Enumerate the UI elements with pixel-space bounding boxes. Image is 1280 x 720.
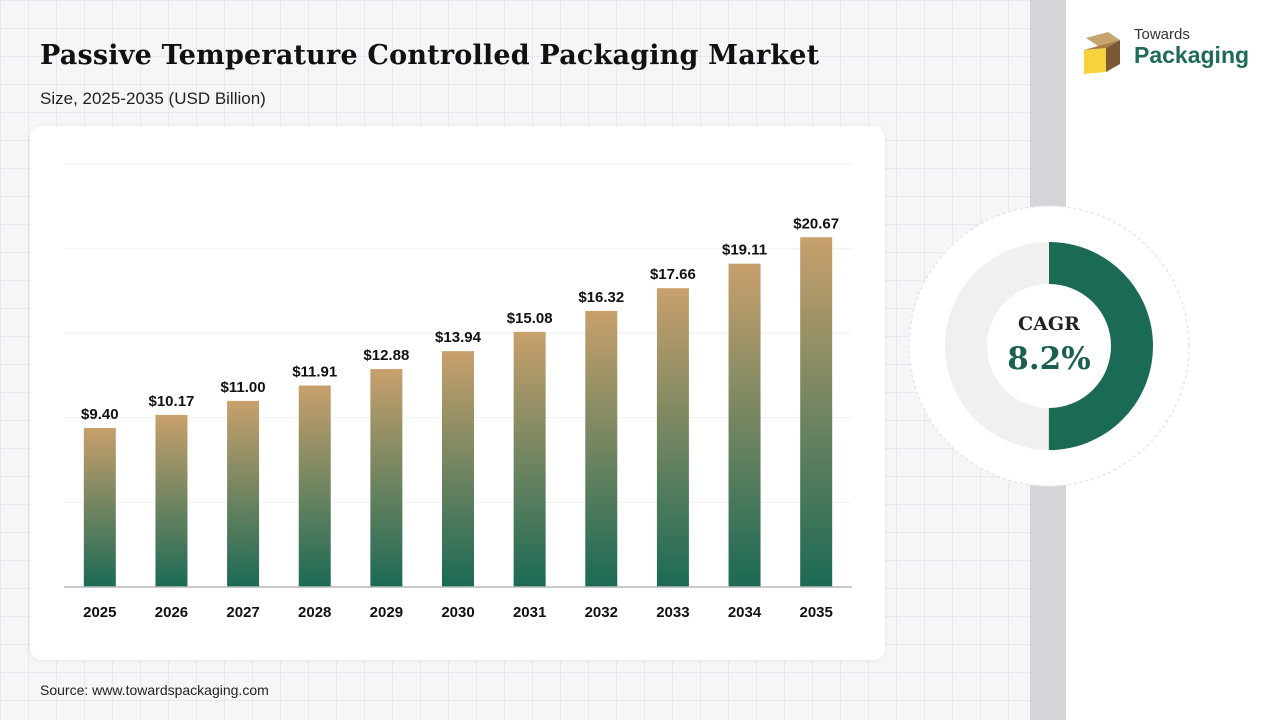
bar-2033	[656, 288, 689, 587]
x-tick-2025: 2025	[83, 604, 116, 621]
bar-2025	[83, 427, 116, 587]
x-tick-2030: 2030	[441, 604, 474, 621]
x-tick-2035: 2035	[799, 604, 832, 621]
data-label-2035: $20.67	[793, 215, 839, 232]
data-label-2030: $13.94	[435, 329, 482, 346]
bar-2034	[728, 263, 761, 587]
data-label-2032: $16.32	[578, 289, 624, 306]
data-label-2031: $15.08	[507, 310, 553, 327]
data-label-2025: $9.40	[81, 406, 119, 423]
donut-progress-arc	[945, 242, 1153, 450]
x-tick-2031: 2031	[513, 604, 546, 621]
data-label-2033: $17.66	[650, 266, 696, 283]
data-label-2028: $11.91	[292, 363, 337, 380]
bar-2035	[800, 237, 833, 587]
chart-card: $9.40 2025 $10.17 2026 $11.00 2027 $11.91 2028 $…	[30, 126, 885, 660]
x-tick-2026: 2026	[155, 604, 188, 621]
brand-logo: Towards Packaging	[1080, 26, 1260, 78]
x-tick-2028: 2028	[298, 604, 331, 621]
logo-text-towards: Towards	[1134, 26, 1190, 43]
data-label-2026: $10.17	[149, 393, 195, 410]
chart-title: Passive Temperature Controlled Packaging…	[40, 40, 820, 71]
bar-2028	[298, 385, 331, 587]
cagr-value: 8.2%	[1007, 341, 1090, 377]
bar-2027	[227, 400, 260, 587]
bar-2029	[370, 369, 403, 587]
data-label-2027: $11.00	[221, 379, 266, 396]
bar-chart: $9.40 2025 $10.17 2026 $11.00 2027 $11.91 2028 $…	[64, 163, 852, 621]
bar-2032	[585, 310, 618, 587]
data-label-2034: $19.11	[722, 242, 767, 259]
x-tick-2032: 2032	[585, 604, 618, 621]
x-tick-2029: 2029	[370, 604, 403, 621]
x-tick-2027: 2027	[226, 604, 259, 621]
logo-text-packaging: Packaging	[1134, 42, 1250, 68]
chart-subtitle: Size, 2025-2035 (USD Billion)	[40, 89, 266, 108]
bar-2031	[513, 331, 546, 587]
box-logo-icon	[1084, 32, 1120, 74]
cagr-donut: CAGR 8.2%	[908, 205, 1190, 487]
cagr-label: CAGR	[1018, 313, 1080, 335]
bar-2026	[155, 414, 188, 587]
bar-2030	[442, 351, 474, 587]
source-note: Source: www.towardspackaging.com	[40, 682, 269, 698]
data-label-2029: $12.88	[363, 347, 409, 364]
x-tick-2034: 2034	[728, 604, 762, 621]
x-tick-2033: 2033	[656, 604, 689, 621]
